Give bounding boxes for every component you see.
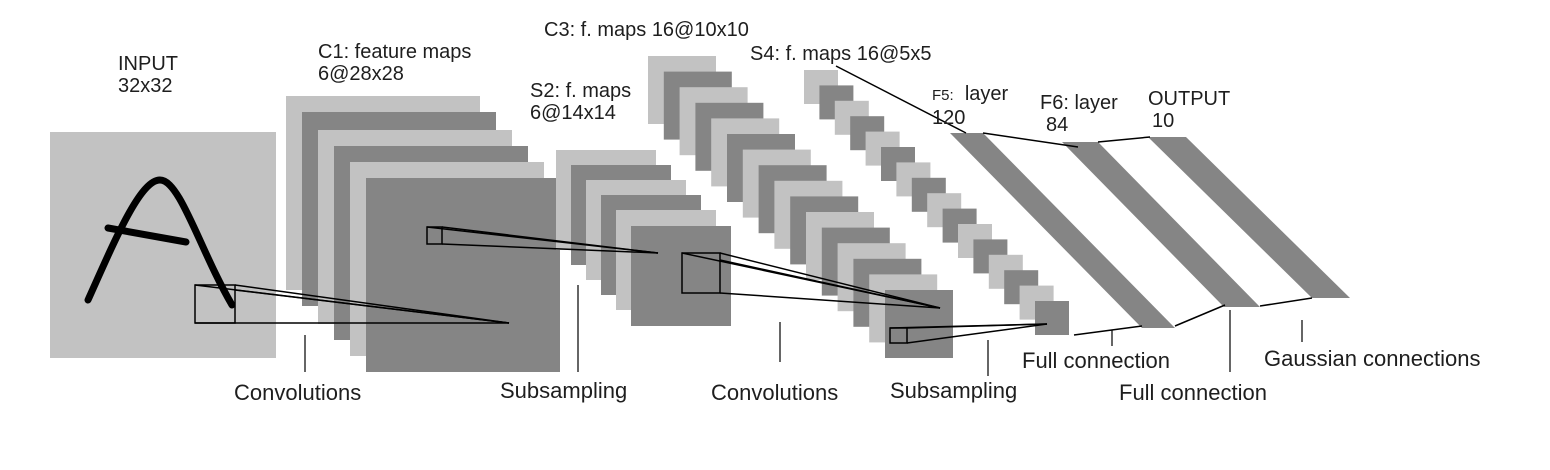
c1-label: C1: feature maps 6@28x28 <box>318 41 471 85</box>
input-plane <box>50 132 276 358</box>
operation-ticks <box>304 285 1303 376</box>
f5-name-suffix: layer <box>964 83 1009 105</box>
s4-name: S4: f. maps 16@5x5 <box>750 43 932 65</box>
s2-name: S2: f. maps <box>530 80 632 102</box>
output-label: OUTPUT 10 <box>1148 88 1230 132</box>
output-name: OUTPUT <box>1148 88 1231 110</box>
op-full-connection-2: Full connection <box>1119 380 1267 405</box>
op-gaussian-connections: Gaussian connections <box>1264 346 1481 371</box>
c3-label: C3: f. maps 16@10x10 <box>544 19 749 41</box>
op-convolutions-2: Convolutions <box>711 380 839 405</box>
f6-label: F6: layer 84 <box>1040 92 1118 136</box>
input-label: INPUT 32x32 <box>118 53 178 97</box>
c1-name: C1: feature maps <box>318 41 472 63</box>
f5-layer-band <box>950 133 1175 328</box>
op-subsampling-1: Subsampling <box>500 378 628 403</box>
input-glyph-a <box>84 176 236 309</box>
output-size: 10 <box>1152 110 1175 132</box>
input-size: 32x32 <box>118 75 173 97</box>
f5-label: F5: layer 120 <box>932 83 1008 129</box>
f6-layer-band <box>1062 142 1260 307</box>
s2-feature-maps <box>556 150 731 326</box>
f6-size: 84 <box>1046 114 1069 136</box>
f6-name: F6: layer <box>1040 92 1118 114</box>
c1-size: 6@28x28 <box>318 63 404 85</box>
s4-label: S4: f. maps 16@5x5 <box>750 43 932 65</box>
c3-map-16 <box>885 290 953 358</box>
op-subsampling-2: Subsampling <box>890 378 1018 403</box>
c1-feature-maps <box>286 96 560 372</box>
op-convolutions-1: Convolutions <box>234 380 362 405</box>
f5-name-prefix: F5: <box>932 87 954 104</box>
dense-layers <box>950 133 1350 328</box>
input-name: INPUT <box>118 53 178 75</box>
connections <box>194 65 1313 344</box>
output-layer-band <box>1148 137 1350 298</box>
s4-feature-maps <box>804 70 1069 335</box>
s2-size: 6@14x14 <box>530 102 616 124</box>
s4-map-16 <box>1035 301 1069 335</box>
f5-size: 120 <box>932 107 966 129</box>
s2-label: S2: f. maps 6@14x14 <box>530 80 631 124</box>
c3-name: C3: f. maps 16@10x10 <box>544 19 749 41</box>
op-full-connection-1: Full connection <box>1022 348 1170 373</box>
c3-feature-maps <box>648 56 953 358</box>
